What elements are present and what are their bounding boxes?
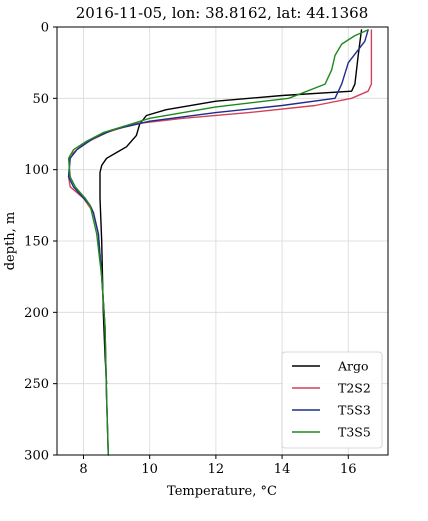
- series-line-t5s3: [67, 29, 369, 456]
- series-layer: [67, 29, 373, 456]
- ticks: 8 10 12 14 16 0 50 100 150 200 250 300: [24, 21, 356, 478]
- y-tick-label: 250: [24, 377, 49, 392]
- y-tick-label: 150: [24, 235, 49, 250]
- legend-box: [281, 351, 383, 449]
- legend: Argo T2S2 T5S3 T3S5: [281, 351, 383, 449]
- y-tick-label: 300: [24, 449, 49, 464]
- x-tick-label: 16: [340, 462, 357, 477]
- legend-label: T5S3: [338, 403, 371, 418]
- y-tick-label: 100: [24, 163, 49, 178]
- legend-label: T3S5: [338, 425, 371, 440]
- y-tick-label: 50: [32, 92, 49, 107]
- legend-label: T2S2: [338, 381, 371, 396]
- x-tick-label: 8: [79, 462, 87, 477]
- series-line-t3s5: [67, 29, 369, 456]
- x-axis-label: Temperature, °C: [167, 484, 277, 499]
- x-tick-label: 12: [208, 462, 225, 477]
- x-tick-label: 10: [141, 462, 158, 477]
- series-line-argo: [99, 29, 363, 385]
- y-axis-label: depth, m: [3, 212, 18, 271]
- y-tick-label: 200: [24, 306, 49, 321]
- chart-title: 2016-11-05, lon: 38.8162, lat: 44.1368: [76, 4, 369, 22]
- legend-label: Argo: [337, 359, 369, 374]
- x-tick-label: 14: [274, 462, 291, 477]
- y-tick-label: 0: [41, 21, 49, 36]
